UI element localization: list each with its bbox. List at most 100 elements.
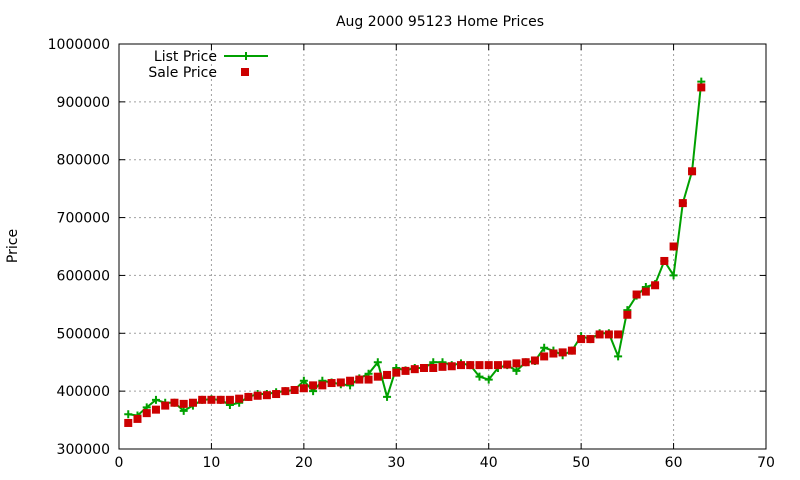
sale-price-point bbox=[253, 391, 262, 400]
sale-price-point bbox=[669, 242, 678, 251]
sale-price-point bbox=[410, 365, 419, 374]
grid-lines bbox=[119, 44, 766, 449]
sale-price-point bbox=[614, 330, 623, 339]
y-tick-label: 600000 bbox=[57, 268, 110, 284]
x-tick-label: 70 bbox=[757, 455, 775, 471]
sale-price-point bbox=[466, 361, 475, 370]
series-layer bbox=[124, 77, 706, 427]
sale-price-point bbox=[133, 414, 142, 423]
y-tick-label: 300000 bbox=[57, 442, 110, 458]
list-price-point bbox=[179, 406, 188, 415]
plot-frame bbox=[118, 43, 767, 450]
y-tick-label: 1000000 bbox=[48, 37, 110, 53]
sale-price-point bbox=[346, 376, 355, 385]
list-price-point bbox=[512, 366, 521, 375]
legend-swatch-plus bbox=[242, 52, 250, 60]
x-tick-label: 0 bbox=[115, 455, 124, 471]
series-sale-price bbox=[124, 83, 706, 427]
sale-price-point bbox=[558, 348, 567, 357]
sale-price-point bbox=[586, 335, 595, 344]
legend-label-sale-price: Sale Price bbox=[148, 65, 217, 81]
sale-price-point bbox=[373, 372, 382, 381]
list-price-point bbox=[299, 376, 308, 385]
chart-title: Aug 2000 95123 Home Prices bbox=[336, 14, 544, 30]
sale-price-point bbox=[420, 364, 429, 372]
sale-price-point bbox=[512, 359, 521, 368]
axes bbox=[118, 43, 767, 450]
legend-label-list-price: List Price bbox=[154, 49, 217, 65]
sale-price-point bbox=[355, 375, 364, 384]
y-axis-label: Price bbox=[5, 229, 21, 263]
sale-price-point bbox=[225, 395, 234, 404]
sale-price-point bbox=[272, 390, 281, 399]
x-tick-label: 40 bbox=[480, 455, 498, 471]
sale-price-point bbox=[179, 399, 188, 408]
sale-price-point bbox=[161, 401, 170, 410]
sale-price-point bbox=[124, 418, 133, 427]
sale-price-point bbox=[188, 398, 197, 407]
tick-labels: 0 10 20 30 40 50 60 70 300000 400000 500000 600000 7… bbox=[48, 37, 775, 471]
sale-price-point bbox=[503, 360, 512, 369]
x-tick-label: 60 bbox=[665, 455, 683, 471]
sale-price-point bbox=[567, 346, 576, 355]
sale-price-point bbox=[651, 281, 660, 290]
list-price-point bbox=[484, 375, 493, 384]
sale-price-point bbox=[475, 361, 484, 370]
sale-price-point bbox=[170, 398, 179, 407]
list-price-point bbox=[373, 358, 382, 367]
sale-price-point bbox=[318, 381, 327, 390]
y-tick-label: 700000 bbox=[57, 211, 110, 227]
sale-price-point bbox=[383, 370, 392, 379]
list-price-point bbox=[475, 372, 484, 381]
list-price-point bbox=[383, 392, 392, 401]
sale-price-point bbox=[438, 362, 447, 371]
sale-price-point bbox=[456, 361, 465, 370]
y-tick-label: 800000 bbox=[57, 153, 110, 169]
sale-price-point bbox=[641, 287, 650, 296]
sale-price-point bbox=[327, 379, 336, 388]
x-tick-label: 30 bbox=[387, 455, 405, 471]
list-price-point bbox=[614, 352, 623, 361]
y-tick-label: 900000 bbox=[57, 95, 110, 111]
sale-price-point bbox=[290, 385, 299, 394]
y-tick-label: 500000 bbox=[57, 326, 110, 342]
sale-price-point bbox=[595, 330, 604, 339]
x-tick-label: 20 bbox=[295, 455, 313, 471]
sale-price-point bbox=[604, 330, 613, 339]
sale-price-point bbox=[281, 387, 290, 396]
sale-price-point bbox=[244, 392, 253, 401]
sale-price-point bbox=[549, 349, 558, 358]
sale-price-point bbox=[660, 256, 669, 265]
sale-price-point bbox=[299, 384, 308, 393]
sale-price-point bbox=[401, 366, 410, 375]
sale-price-point bbox=[198, 395, 207, 404]
sale-price-point bbox=[142, 409, 151, 418]
sale-price-point bbox=[309, 381, 318, 390]
sale-price-point bbox=[697, 83, 706, 92]
sale-price-point bbox=[530, 356, 539, 365]
y-tick-label: 400000 bbox=[57, 384, 110, 400]
sale-price-point bbox=[216, 395, 225, 404]
sale-price-point bbox=[688, 167, 697, 176]
sale-price-point bbox=[484, 361, 493, 370]
sale-price-point bbox=[678, 199, 687, 208]
sale-price-point bbox=[540, 352, 549, 361]
sale-price-point bbox=[336, 378, 345, 387]
sale-price-point bbox=[623, 310, 632, 319]
sale-price-point bbox=[493, 361, 502, 370]
sale-price-point bbox=[262, 391, 271, 400]
list-price-point bbox=[540, 343, 549, 352]
sale-price-point bbox=[521, 358, 530, 367]
sale-price-point bbox=[447, 362, 456, 371]
list-price-point bbox=[151, 395, 160, 404]
sale-price-point bbox=[577, 335, 586, 344]
x-tick-label: 50 bbox=[572, 455, 590, 471]
sale-price-point bbox=[429, 364, 438, 372]
sale-price-point bbox=[235, 394, 244, 403]
sale-price-point bbox=[151, 405, 160, 414]
sale-price-point bbox=[632, 290, 641, 299]
list-price-point bbox=[124, 410, 133, 419]
sale-price-point bbox=[207, 395, 216, 404]
x-tick-label: 10 bbox=[203, 455, 221, 471]
